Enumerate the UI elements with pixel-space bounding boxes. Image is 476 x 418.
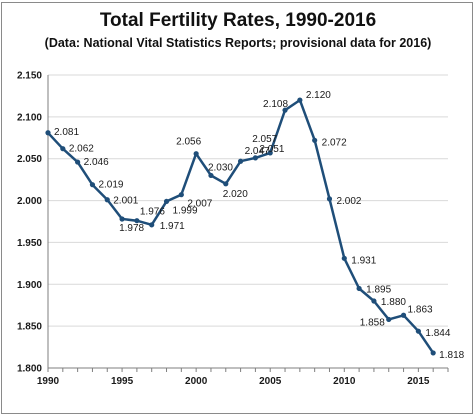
data-point (193, 151, 199, 157)
data-label: 1.844 (425, 328, 450, 339)
data-point (267, 150, 273, 156)
data-label: 1.818 (439, 350, 464, 361)
x-tick-label: 2005 (259, 376, 282, 387)
data-label: 2.056 (176, 137, 201, 148)
y-tick-label: 1.950 (17, 238, 42, 249)
data-label: 1.895 (366, 284, 391, 295)
y-tick-label: 2.100 (17, 112, 42, 123)
chart-frame (1, 2, 473, 414)
data-point (430, 350, 436, 356)
data-label: 2.051 (259, 144, 284, 155)
data-point (163, 198, 170, 205)
data-point (356, 285, 362, 292)
data-point (119, 216, 125, 222)
data-point (208, 172, 214, 179)
data-point (297, 97, 303, 103)
data-label: 2.020 (223, 189, 248, 200)
data-label: 2.057 (252, 134, 277, 145)
x-tick-label: 1995 (111, 376, 134, 387)
data-label: 2.120 (306, 90, 331, 101)
data-point (178, 192, 184, 198)
data-point (341, 255, 347, 261)
data-label: 2.072 (322, 137, 347, 148)
data-point (400, 312, 407, 318)
y-tick-label: 1.850 (17, 322, 42, 333)
x-tick-label: 2010 (333, 376, 356, 387)
data-labels: 2.081 2.062 2.046 2.019 2.001 1.978 1.976 1.971… (54, 90, 465, 361)
data-label: 2.081 (54, 127, 79, 138)
data-label: 2.007 (187, 199, 212, 210)
data-point (134, 218, 140, 224)
y-tick-label: 2.050 (17, 154, 42, 165)
data-point (75, 159, 81, 165)
data-label: 1.858 (360, 317, 385, 328)
gridlines (48, 74, 448, 327)
x-tick-label: 1990 (37, 376, 60, 387)
data-label: 2.047 (245, 146, 270, 157)
data-label: 1.931 (351, 255, 376, 266)
data-label: 2.030 (208, 162, 233, 173)
fertility-series (45, 97, 436, 356)
data-point (223, 181, 229, 187)
data-point (386, 316, 392, 323)
data-point (282, 107, 288, 113)
x-tick-label: 2000 (185, 376, 208, 387)
data-point (60, 146, 66, 152)
data-label: 1.863 (408, 304, 433, 315)
data-point (149, 222, 155, 228)
y-tick-label: 1.900 (17, 280, 42, 291)
y-tick-label: 2.000 (17, 196, 42, 207)
data-label: 1.978 (119, 223, 144, 234)
data-label: 2.001 (113, 196, 138, 207)
data-label: 2.002 (336, 196, 361, 207)
y-tick-label: 1.800 (17, 364, 42, 375)
chart-title: Total Fertility Rates, 1990-2016 (99, 10, 377, 31)
data-label: 1.976 (140, 207, 165, 218)
series-line (47, 98, 435, 354)
data-label: 1.880 (381, 297, 406, 308)
data-point (89, 182, 96, 188)
data-label: 2.108 (263, 99, 288, 110)
y-tick-label: 2.150 (17, 71, 42, 82)
data-point (45, 130, 51, 136)
data-point (371, 298, 377, 304)
data-label: 1.999 (173, 205, 198, 216)
data-point (237, 158, 244, 164)
axes: 1.800 1.850 1.900 1.950 2.000 2.050 2.100 2.150… (17, 71, 449, 387)
data-point (104, 197, 110, 203)
data-point (252, 155, 259, 161)
data-point (415, 328, 421, 334)
data-label: 2.046 (84, 157, 109, 168)
data-point (312, 137, 318, 143)
x-tick-label: 2015 (407, 376, 430, 387)
data-label: 1.971 (160, 221, 185, 232)
data-label: 2.019 (98, 180, 123, 191)
data-point (326, 196, 333, 202)
data-label: 2.062 (69, 144, 94, 155)
chart-subtitle: (Data: National Vital Statistics Reports… (44, 36, 432, 50)
